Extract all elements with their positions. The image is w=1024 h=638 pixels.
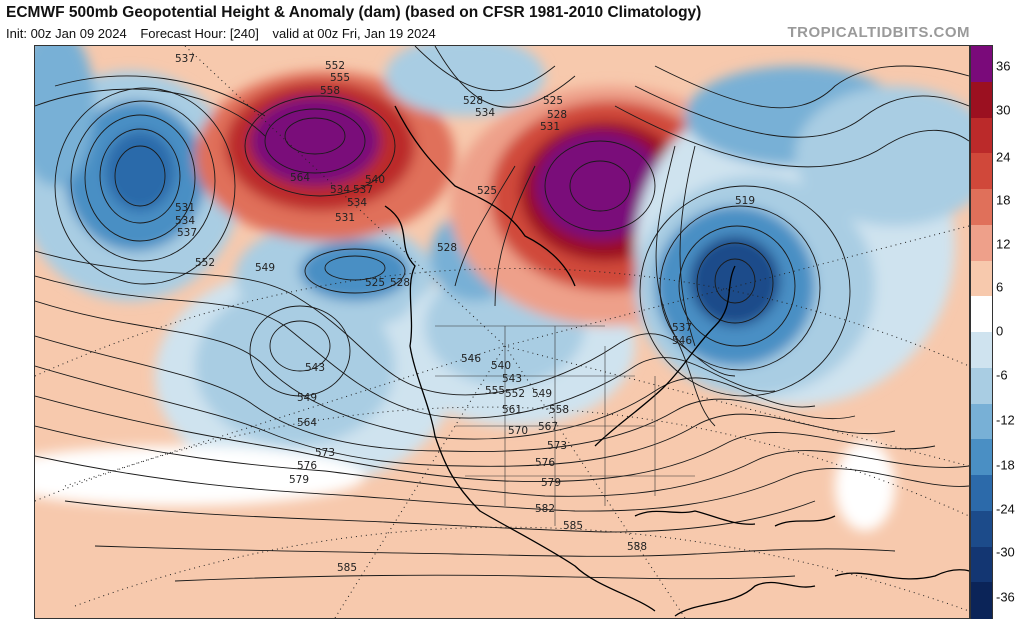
contour-label: 540 — [491, 360, 511, 372]
contour-label: 543 — [305, 362, 325, 374]
contour-label: 546 — [672, 335, 692, 347]
contour-label: 531 — [540, 121, 560, 133]
contour-label: 555 — [330, 72, 350, 84]
contour-label: 546 — [461, 353, 481, 365]
colorbar-segment — [971, 189, 992, 226]
height-contours — [35, 46, 969, 582]
contour-label: 537 — [177, 227, 197, 239]
contour-label: 552 — [195, 257, 215, 269]
contour-label: 543 — [502, 373, 522, 385]
contour-label: 525 — [477, 185, 497, 197]
map-svg: 5375525555585285345255285315345405645375… — [35, 46, 969, 618]
colorbar-segment — [971, 153, 992, 190]
colorbar-segment — [971, 117, 992, 154]
chart-title: ECMWF 500mb Geopotential Height & Anomal… — [6, 4, 702, 21]
contour-label: 552 — [325, 60, 345, 72]
colorbar-label: -18 — [996, 457, 1015, 473]
contour-label: 549 — [297, 392, 317, 404]
colorbar-label: -30 — [996, 544, 1015, 560]
init-time: Init: 00z Jan 09 2024 — [6, 26, 127, 41]
colorbar-segment — [971, 367, 992, 404]
colorbar-label: -24 — [996, 501, 1015, 517]
colorbar-segment — [971, 403, 992, 440]
contour-label: 570 — [508, 425, 528, 437]
contour-label: 564 — [297, 417, 317, 429]
colorbar-label: 30 — [996, 102, 1011, 118]
colorbar-label: 24 — [996, 149, 1011, 165]
colorbar-segment — [971, 439, 992, 476]
contour-label: 537 — [175, 53, 195, 65]
colorbar-segment — [971, 582, 992, 619]
contour-label: 564 — [290, 172, 310, 184]
contour-label: 579 — [541, 477, 561, 489]
contour-label: 585 — [337, 562, 357, 574]
contour-label: 579 — [289, 474, 309, 486]
chart-subtitle: Init: 00z Jan 09 2024 Forecast Hour: [24… — [6, 26, 446, 41]
contour-label: 567 — [538, 421, 558, 433]
colorbar-label: -12 — [996, 412, 1015, 428]
contour-label: 531 — [335, 212, 355, 224]
colorbar-label: -6 — [996, 367, 1008, 383]
contour-label: 534 — [347, 197, 367, 209]
colorbar — [970, 45, 993, 619]
contour-label: 573 — [315, 447, 335, 459]
contour-label: 555 — [485, 385, 505, 397]
contour-label: 534 — [330, 184, 350, 196]
forecast-map: 537 552 555 558 528 534 525 528 531 534 540 564 537 5… — [34, 45, 970, 619]
contour-label: 561 — [502, 404, 522, 416]
contour-label: 537 — [672, 322, 692, 334]
contour-label: 552 — [505, 388, 525, 400]
contour-label: 534 — [175, 215, 195, 227]
contour-label: 528 — [437, 242, 457, 254]
contour-label: 549 — [255, 262, 275, 274]
contour-label: 540 — [365, 174, 385, 186]
colorbar-label: 12 — [996, 236, 1011, 252]
contour-label: 528 — [463, 95, 483, 107]
contour-label: 582 — [535, 503, 555, 515]
contour-label: 525 — [365, 277, 385, 289]
contour-label: 585 — [563, 520, 583, 532]
contour-label: 573 — [547, 440, 567, 452]
contour-label: 588 — [627, 541, 647, 553]
state-borders — [435, 325, 695, 526]
colorbar-label: -36 — [996, 589, 1015, 605]
colorbar-label: 6 — [996, 279, 1004, 295]
colorbar-segment — [971, 224, 992, 261]
colorbar-segment — [971, 81, 992, 118]
site-watermark: TROPICALTIDBITS.COM — [787, 24, 970, 41]
valid-time: valid at 00z Fri, Jan 19 2024 — [272, 26, 436, 41]
contour-labels: 5375525555585285345255285315345405645375… — [175, 53, 755, 574]
contour-label: 525 — [543, 95, 563, 107]
colorbar-segment — [971, 46, 992, 83]
colorbar-segment — [971, 510, 992, 547]
coastlines — [384, 105, 969, 617]
colorbar-segment — [971, 332, 992, 369]
contour-label: 558 — [549, 404, 569, 416]
contour-label: 534 — [475, 107, 495, 119]
colorbar-label: 0 — [996, 323, 1004, 339]
contour-label: 576 — [535, 457, 555, 469]
colorbar-segment — [971, 546, 992, 583]
contour-label: 576 — [297, 460, 317, 472]
contour-label: 519 — [735, 195, 755, 207]
contour-label: 528 — [390, 277, 410, 289]
forecast-hour: Forecast Hour: [240] — [140, 26, 259, 41]
contour-label: 549 — [532, 388, 552, 400]
colorbar-label: 18 — [996, 192, 1011, 208]
colorbar-segment — [971, 475, 992, 512]
contour-label: 558 — [320, 85, 340, 97]
contour-label: 537 — [353, 184, 373, 196]
anomaly-fill-layer — [35, 46, 969, 531]
contour-label: 531 — [175, 202, 195, 214]
colorbar-label: 36 — [996, 58, 1011, 74]
contour-label: 528 — [547, 109, 567, 121]
colorbar-segment — [971, 260, 992, 297]
graticule — [35, 46, 969, 618]
colorbar-segment — [971, 296, 992, 333]
